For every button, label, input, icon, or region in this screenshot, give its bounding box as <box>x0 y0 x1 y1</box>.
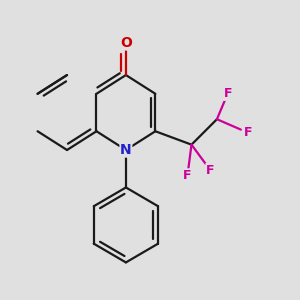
Text: F: F <box>244 126 252 139</box>
Text: O: O <box>120 36 132 50</box>
Text: F: F <box>224 87 232 100</box>
Text: N: N <box>120 143 132 157</box>
Text: F: F <box>206 164 214 177</box>
Text: F: F <box>183 169 192 182</box>
